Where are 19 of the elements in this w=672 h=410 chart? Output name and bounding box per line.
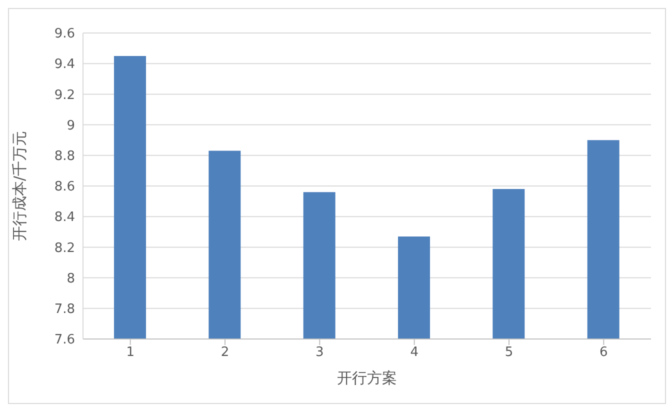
x-tick-label: 6: [600, 345, 608, 360]
y-tick-label: 8.2: [54, 240, 75, 256]
y-tick-label: 8.6: [54, 180, 75, 195]
y-axis-title: 开行成本/千万元: [10, 130, 28, 242]
x-tick-label: 5: [504, 345, 514, 360]
x-tick-label: 4: [410, 345, 418, 360]
y-tick-label: 8.4: [54, 210, 75, 226]
x-tick-label: 1: [126, 345, 134, 360]
x-tick-label: 3: [316, 345, 324, 360]
x-axis-title: 开行方案: [337, 369, 397, 387]
y-tick-label: 9: [66, 118, 75, 134]
y-tick-label: 7.8: [54, 302, 75, 318]
y-tick-label: 9.4: [54, 57, 75, 72]
y-tick-label: 8: [66, 271, 75, 286]
y-tick-label: 8.8: [54, 149, 75, 164]
x-tick-label: 2: [220, 345, 230, 360]
y-tick-label: 9.6: [54, 26, 75, 42]
y-tick-label: 9.2: [54, 88, 75, 103]
y-tick-label: 7.6: [54, 332, 75, 348]
